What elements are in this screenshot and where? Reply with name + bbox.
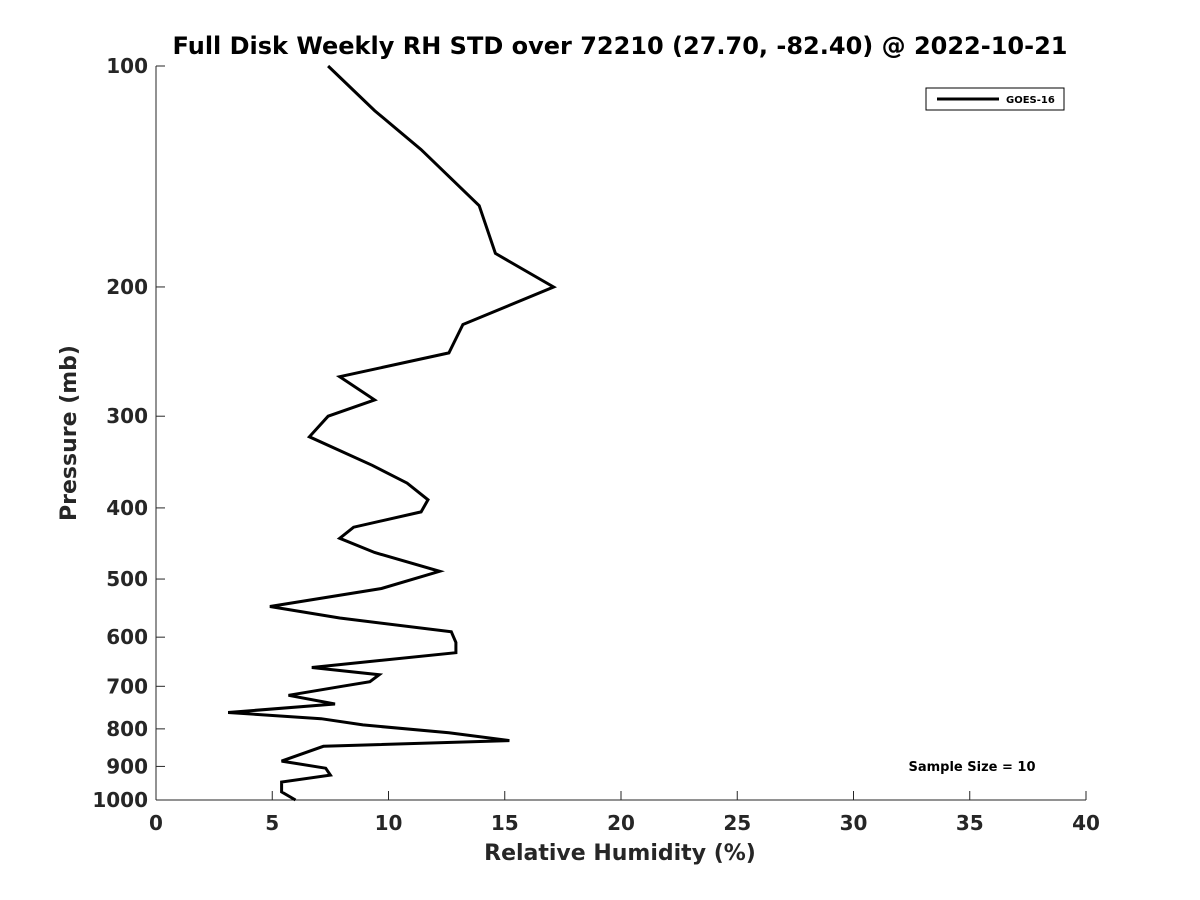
- series-line-1: [227, 64, 557, 802]
- y-tick-label: 600: [106, 625, 148, 649]
- x-tick-label: 20: [607, 811, 635, 835]
- y-tick-label: 800: [106, 717, 148, 741]
- x-axis-ticks: 0 5 10 15 20 25 30 35 40: [149, 791, 1100, 835]
- x-tick-label: 40: [1072, 811, 1100, 835]
- x-axis-label: Relative Humidity (%): [484, 841, 756, 866]
- axes: [155, 66, 1086, 801]
- y-tick-label: 700: [106, 674, 148, 698]
- y-tick-label: 500: [106, 567, 148, 591]
- x-tick-label: 5: [265, 811, 279, 835]
- x-tick-label: 0: [149, 811, 163, 835]
- y-tick-label: 400: [106, 496, 148, 520]
- series-lines: [227, 64, 557, 802]
- legend-entry-label: GOES-16: [1006, 95, 1055, 106]
- x-tick-label: 30: [840, 811, 868, 835]
- y-tick-label: 300: [106, 404, 148, 428]
- chart-title: Full Disk Weekly RH STD over 72210 (27.7…: [173, 32, 1068, 60]
- x-tick-label: 15: [491, 811, 519, 835]
- x-tick-label: 10: [375, 811, 403, 835]
- sample-size-annotation: Sample Size = 10: [908, 760, 1035, 775]
- y-axis-ticks: 100 200 300 400 500 600 700 800 900 1000: [92, 54, 165, 812]
- legend: GOES-16: [925, 87, 1065, 111]
- y-axis-label: Pressure (mb): [57, 345, 82, 521]
- y-tick-label: 100: [106, 54, 148, 78]
- x-tick-label: 25: [723, 811, 751, 835]
- y-tick-label: 1000: [92, 788, 148, 812]
- x-tick-label: 35: [956, 811, 984, 835]
- y-tick-label: 900: [106, 754, 148, 778]
- y-tick-label: 200: [106, 275, 148, 299]
